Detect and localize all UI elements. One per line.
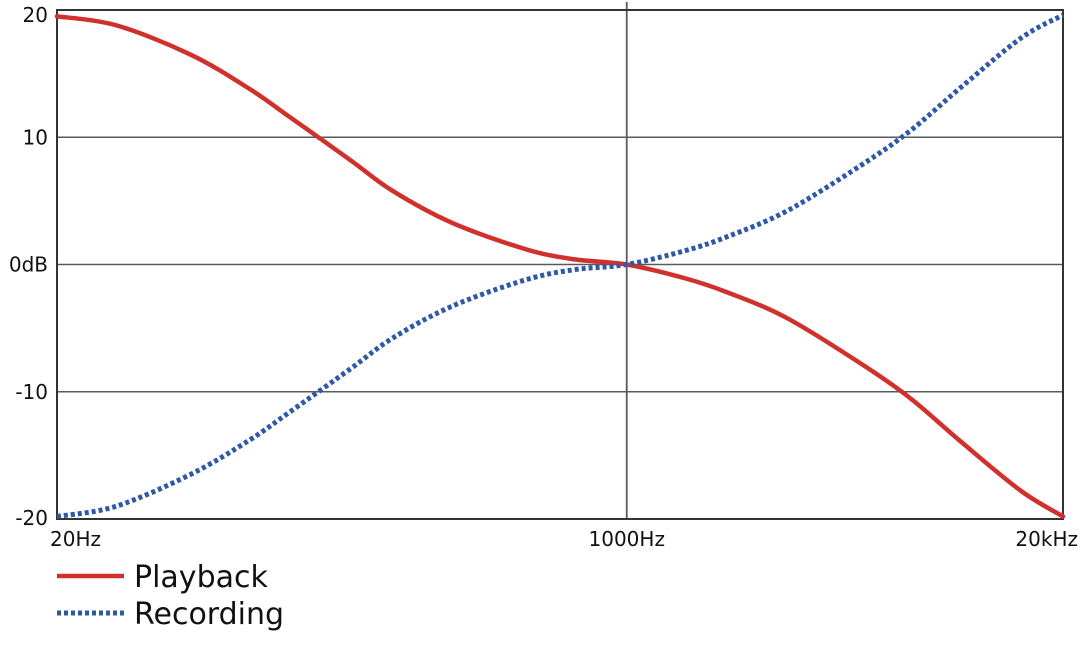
plot-border bbox=[56, 9, 1064, 520]
y-tick-label: 0dB bbox=[9, 253, 48, 277]
legend-label-playback: Playback bbox=[134, 560, 268, 595]
grid-layer bbox=[57, 2, 1063, 520]
series-layer bbox=[54, 12, 1066, 519]
x-tick-label: 20kHz bbox=[1015, 527, 1078, 551]
y-tick-label: -10 bbox=[15, 380, 48, 404]
x-tick-label: 1000Hz bbox=[589, 527, 665, 551]
y-tick-label: 20 bbox=[23, 3, 48, 27]
series-line-recording bbox=[56, 12, 1065, 519]
y-tick-label: -20 bbox=[15, 506, 48, 530]
series-line-playback bbox=[54, 14, 1066, 519]
y-tick-label: 10 bbox=[23, 125, 48, 149]
plot-frame bbox=[56, 9, 1064, 520]
legend-label-recording: Recording bbox=[134, 597, 284, 632]
x-tick-label: 20Hz bbox=[50, 527, 101, 551]
